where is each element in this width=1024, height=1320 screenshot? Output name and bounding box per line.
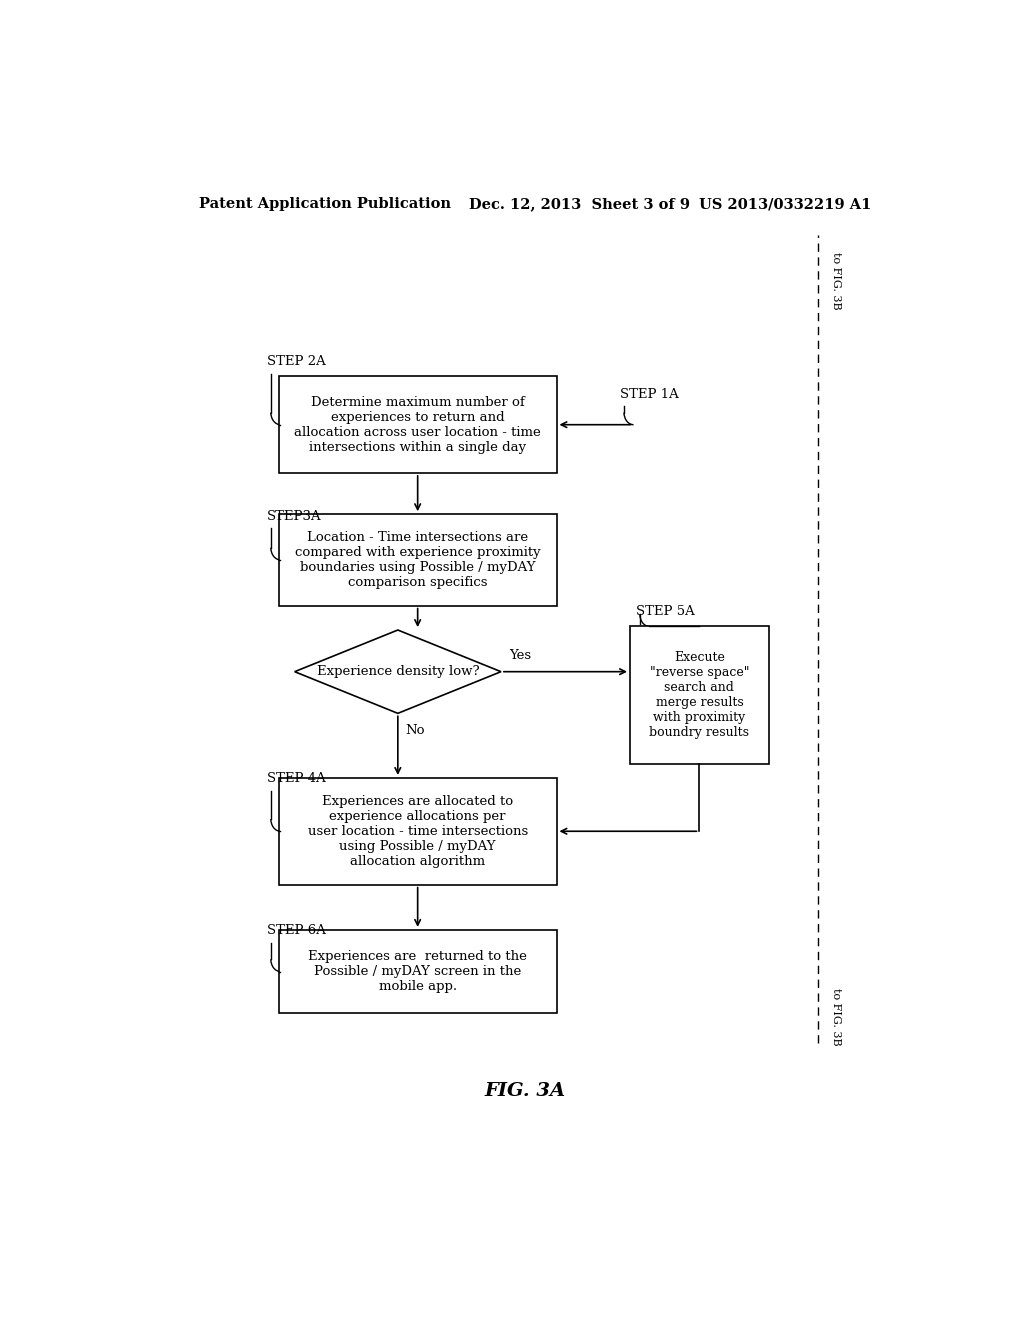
Text: FIG. 3A: FIG. 3A: [484, 1082, 565, 1101]
Text: Location - Time intersections are
compared with experience proximity
boundaries : Location - Time intersections are compar…: [295, 531, 541, 589]
Text: Experience density low?: Experience density low?: [316, 665, 479, 678]
Polygon shape: [295, 630, 501, 713]
Text: to FIG. 3B: to FIG. 3B: [830, 989, 841, 1045]
Text: STEP 2A: STEP 2A: [267, 355, 326, 368]
FancyBboxPatch shape: [630, 627, 769, 764]
Text: STEP 4A: STEP 4A: [267, 772, 326, 785]
Text: STEP 5A: STEP 5A: [636, 605, 694, 618]
Text: Execute
"reverse space"
search and
merge results
with proximity
boundry results: Execute "reverse space" search and merge…: [649, 651, 750, 739]
Text: STEP 6A: STEP 6A: [267, 924, 326, 937]
Text: to FIG. 3B: to FIG. 3B: [830, 252, 841, 309]
Text: Dec. 12, 2013  Sheet 3 of 9: Dec. 12, 2013 Sheet 3 of 9: [469, 197, 690, 211]
Text: STEP3A: STEP3A: [267, 510, 322, 523]
Text: Yes: Yes: [509, 648, 531, 661]
Text: No: No: [406, 723, 425, 737]
Text: Experiences are allocated to
experience allocations per
user location - time int: Experiences are allocated to experience …: [307, 795, 527, 867]
FancyBboxPatch shape: [279, 376, 557, 473]
FancyBboxPatch shape: [279, 929, 557, 1014]
Text: Experiences are  returned to the
Possible / myDAY screen in the
mobile app.: Experiences are returned to the Possible…: [308, 950, 527, 993]
Text: US 2013/0332219 A1: US 2013/0332219 A1: [699, 197, 871, 211]
Text: Patent Application Publication: Patent Application Publication: [200, 197, 452, 211]
Text: STEP 1A: STEP 1A: [620, 388, 679, 401]
Text: Determine maximum number of
experiences to return and
allocation across user loc: Determine maximum number of experiences …: [294, 396, 541, 454]
FancyBboxPatch shape: [279, 515, 557, 606]
FancyBboxPatch shape: [279, 777, 557, 884]
